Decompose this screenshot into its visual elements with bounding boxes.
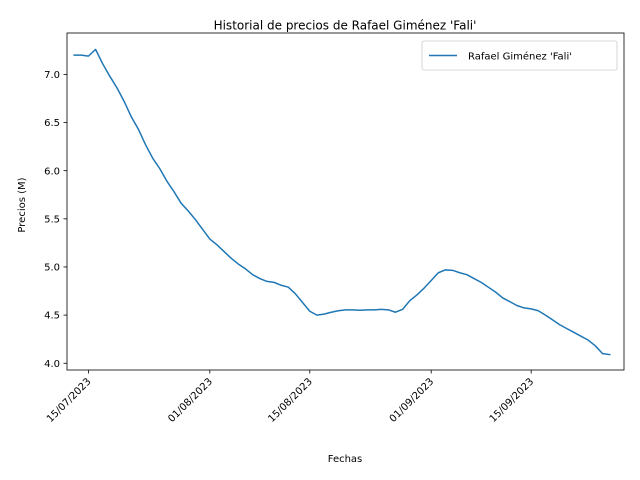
x-axis-label: Fechas (328, 454, 363, 465)
series-line-rafael-gimenez (73, 48, 611, 356)
y-tick-label: 5.5 (44, 214, 60, 225)
y-tick-label: 4.5 (44, 311, 60, 322)
chart-title: Historial de precios de Rafael Giménez '… (214, 19, 477, 33)
y-tick-label: 6.5 (44, 118, 60, 129)
y-tick-label: 7.0 (44, 70, 60, 81)
plot-frame (66, 32, 625, 371)
y-axis-label: Precios (M) (17, 177, 28, 232)
y-axis-ticks: 4.0 4.5 5.0 5.5 6.0 6.5 7.0 (44, 70, 67, 370)
legend: Rafael Giménez 'Fali' (421, 40, 618, 71)
y-tick-label: 4.0 (44, 359, 60, 370)
legend-box (421, 40, 618, 71)
legend-label: Rafael Giménez 'Fali' (468, 51, 572, 63)
y-tick-label: 6.0 (44, 166, 60, 177)
y-tick-label: 5.0 (44, 263, 60, 274)
